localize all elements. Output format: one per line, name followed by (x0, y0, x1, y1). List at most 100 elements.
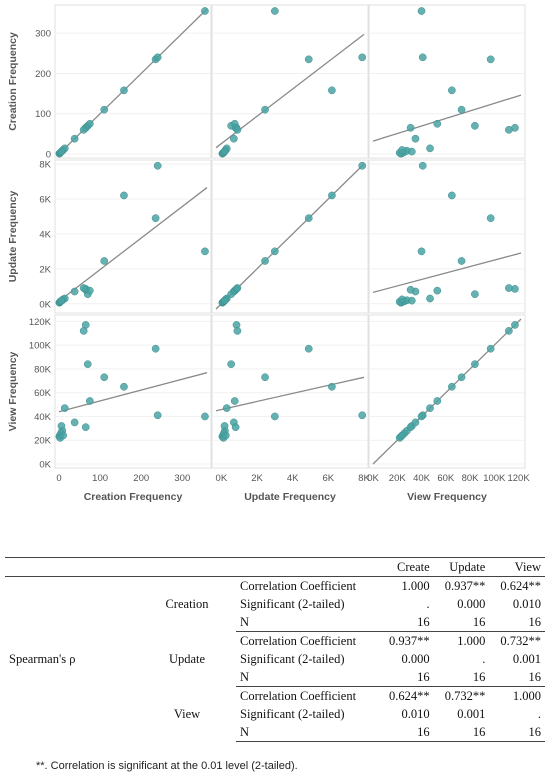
table-cell: . (482, 651, 486, 666)
row-stat-label: N (236, 668, 378, 687)
data-point (221, 431, 230, 440)
data-point (83, 360, 92, 369)
trend-line-view-vs-creation (58, 372, 208, 413)
data-point (57, 422, 66, 430)
data-point (407, 296, 416, 305)
x-tick-label: 40K (413, 473, 431, 484)
table-cell: 0.732** (500, 633, 541, 648)
data-point (227, 360, 236, 369)
data-point (358, 411, 367, 420)
data-point (486, 214, 495, 223)
y-axis-label-view: View Frequency (7, 351, 19, 431)
data-point (304, 55, 313, 64)
table-cell: 16 (378, 613, 434, 632)
row-stat-label: N (236, 723, 378, 742)
data-point (85, 397, 94, 405)
y-tick-label: 8K (39, 160, 51, 171)
row-stat-label: Significant (2-tailed) (240, 651, 345, 666)
table-row: Significant (2-tailed). 0.000 0.010 (5, 595, 545, 613)
data-point (448, 382, 456, 391)
table-row: N 16 16 16 (5, 613, 545, 632)
table-header-row: Create Update View (5, 557, 545, 577)
x-tick-label: 100K (483, 473, 506, 484)
empty-cell (5, 557, 138, 577)
table-cell: 16 (433, 723, 490, 742)
table-cell: . (426, 596, 430, 611)
panel-view-vs-creation (54, 314, 212, 469)
table-cell: 0.937** (444, 578, 486, 593)
x-tick-label: 300 (174, 473, 190, 484)
trend-line-update-vs-view (372, 252, 522, 294)
table-cell: 0.001 (512, 651, 541, 666)
data-point (220, 422, 229, 430)
row-stat-label: Correlation Coefficient (240, 633, 357, 648)
table-row: Significant (2-tailed) 0.000. 0.001 (5, 650, 545, 668)
data-point (398, 295, 406, 304)
data-point (120, 86, 128, 95)
correlation-table: Create Update View Spearman's ρ Creation Corr… (5, 557, 545, 742)
data-point (448, 191, 456, 200)
table-cell: 16 (433, 668, 490, 687)
data-point (220, 147, 229, 156)
empty-cell (236, 557, 378, 577)
data-point (60, 404, 69, 412)
data-point (153, 411, 162, 420)
data-point (433, 119, 442, 128)
data-point (411, 134, 420, 143)
column-header: Create (378, 557, 434, 577)
data-point (151, 214, 160, 223)
x-axis-label-update: Update Frequency (244, 491, 336, 503)
data-point (70, 418, 79, 427)
data-point (433, 397, 442, 405)
data-point (270, 7, 279, 15)
y-tick-label: 4K (39, 229, 51, 240)
row-group-label: View (173, 706, 201, 721)
data-point (328, 86, 336, 95)
x-axis-label-view: View Frequency (407, 491, 487, 503)
panel-creation-vs-update (211, 4, 369, 159)
data-point (79, 284, 88, 292)
data-point (153, 53, 162, 62)
table-cell: 16 (433, 613, 490, 632)
data-point (261, 373, 269, 382)
data-point (457, 257, 466, 265)
data-point (100, 257, 109, 265)
y-tick-label: 200 (35, 69, 51, 80)
data-point (471, 290, 479, 299)
data-point (304, 214, 313, 223)
y-tick-label: 100K (29, 341, 52, 352)
panel-creation-vs-view (368, 4, 526, 159)
x-tick-label: 8K (358, 473, 370, 484)
data-point (426, 144, 434, 153)
data-point (151, 344, 160, 353)
table-cell: 16 (378, 668, 434, 687)
table-cell: 16 (489, 613, 545, 632)
y-axis-label-update: Update Frequency (7, 191, 19, 283)
data-point (100, 105, 109, 114)
table-row: Update Correlation Coefficient 0.937** 1.00… (5, 632, 545, 666)
data-point (230, 397, 239, 405)
data-point (79, 125, 88, 134)
row-stat-label: Significant (2-tailed) (240, 706, 345, 721)
data-point (231, 423, 240, 432)
data-point (222, 404, 231, 412)
x-tick-label: 200 (133, 473, 149, 484)
data-point (261, 257, 269, 265)
table-cell: 0.624** (389, 688, 430, 703)
data-point (70, 134, 79, 143)
column-header: View (489, 557, 545, 577)
data-point (233, 327, 242, 335)
correlation-table-container: Create Update View Spearman's ρ Creation Corr… (0, 557, 550, 742)
x-tick-label: 0K (216, 473, 228, 484)
data-point (201, 412, 209, 421)
data-point (417, 412, 426, 421)
data-point (81, 423, 90, 432)
data-point (505, 284, 513, 292)
table-row: Significant (2-tailed) 0.010 0.001. (5, 705, 545, 723)
trend-line-view-vs-update (215, 376, 365, 412)
data-point (511, 321, 519, 329)
table-cell: . (537, 706, 541, 721)
x-tick-label: 60K (437, 473, 455, 484)
table-cell: 16 (489, 723, 545, 742)
data-point (57, 296, 66, 305)
